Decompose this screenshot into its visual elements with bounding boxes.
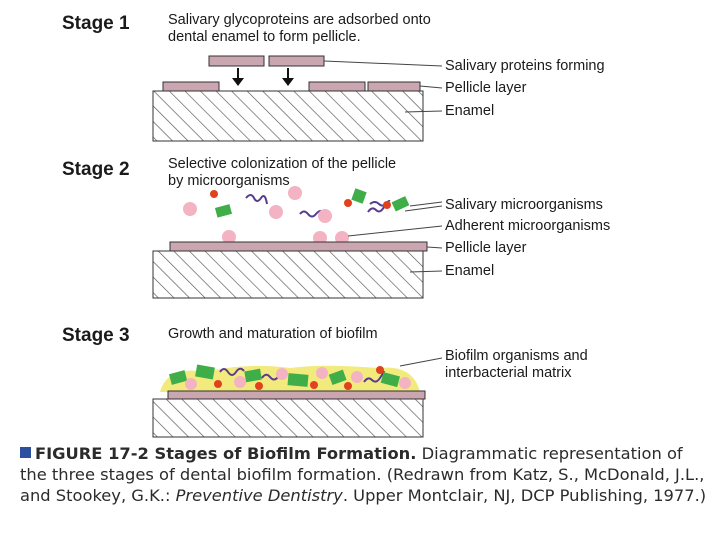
- stage1-title: Stage 1: [62, 13, 130, 34]
- stage3-organism-red: [214, 380, 222, 388]
- stage2-label-pellicle: Pellicle layer: [445, 240, 527, 256]
- stage1-down-arrow-left-icon: [232, 68, 244, 86]
- stage2-bacterium-pink: [269, 205, 283, 219]
- stage3-organism-red: [255, 382, 263, 390]
- stage3-leader-biofilm: [399, 357, 443, 367]
- stage3-label-biofilm: Biofilm organisms and interbacterial mat…: [445, 348, 588, 382]
- caption-book-title: Preventive Dentistry: [175, 486, 343, 505]
- stage2-spirochete-purple: [245, 194, 268, 205]
- stage1-down-arrow-right-icon: [282, 68, 294, 86]
- stage2-leader-salivary-2: [404, 205, 443, 212]
- stage3-organism-green: [195, 364, 215, 380]
- stage3-organism-red: [344, 382, 352, 390]
- stage3-organism-pink: [185, 378, 197, 390]
- stage3-organism-green: [244, 368, 262, 383]
- stage2-leader-pellicle: [426, 246, 443, 249]
- stage1-leader-enamel: [404, 110, 443, 113]
- stage2-label-adherent-microorganisms: Adherent microorganisms: [445, 218, 611, 234]
- stage2-label-salivary-microorganisms: Salivary microorganisms: [445, 197, 603, 213]
- stage3-organism-pink: [316, 367, 328, 379]
- stage2-pellicle-layer: [169, 241, 428, 252]
- stage2-desc-line1: Selective colonization of the pellicle: [168, 156, 397, 172]
- figure-label: FIGURE 17-2 Stages of Biofilm Formation.: [35, 444, 417, 463]
- stage3-organism-green: [287, 373, 309, 387]
- stage2-bacterium-red: [344, 199, 352, 207]
- stage3-organism-green: [168, 370, 188, 385]
- stage3-organism-red: [310, 381, 318, 389]
- stage1-enamel: [152, 90, 424, 142]
- stage1-protein-block-left: [208, 55, 265, 67]
- stage1-label-enamel: Enamel: [445, 103, 495, 119]
- stage2-bacterium-green: [391, 196, 410, 212]
- stage1-pellicle-segment-1: [162, 81, 220, 92]
- stage2-bacterium-pink: [288, 186, 302, 200]
- stage2-adherent-bacterium: [222, 230, 236, 244]
- figure-caption: FIGURE 17-2 Stages of Biofilm Formation.…: [20, 443, 710, 506]
- stage2-bacterium-green: [214, 204, 233, 218]
- stage1-leader-proteins: [323, 60, 443, 67]
- stage2-bacterium-pink: [183, 202, 197, 216]
- stage1-pellicle-segment-2: [308, 81, 366, 92]
- stage1-diagram: [152, 55, 443, 142]
- stage3-organism-pink: [234, 376, 246, 388]
- stage3-label-line2: interbacterial matrix: [445, 365, 572, 381]
- stage3-description: Growth and maturation of biofilm: [168, 326, 378, 343]
- stage1-label-salivary-proteins: Salivary proteins forming: [445, 58, 605, 74]
- stage1-desc-line2: dental enamel to form pellicle.: [168, 29, 361, 45]
- stage2-title: Stage 2: [62, 159, 130, 180]
- biofilm-diagram: [152, 55, 443, 438]
- stage2-label-enamel: Enamel: [445, 263, 495, 279]
- caption-square-icon: [20, 447, 31, 458]
- stage3-pellicle-layer: [167, 390, 426, 400]
- stage3-organism-pink: [399, 377, 411, 389]
- stage2-bacterium-red: [383, 201, 391, 209]
- stage3-title: Stage 3: [62, 325, 130, 346]
- stage2-description: Selective colonization of the pellicle b…: [168, 156, 396, 190]
- stage1-leader-pellicle: [419, 85, 443, 89]
- stage3-label-line1: Biofilm organisms and: [445, 348, 588, 364]
- stage2-enamel: [152, 250, 424, 299]
- stage2-spirochete-purple: [299, 209, 325, 218]
- stage3-organism-pink: [276, 368, 288, 380]
- stage3-spirochete-purple: [219, 367, 245, 376]
- stage3-organism-green: [328, 369, 347, 386]
- stage1-protein-block-right: [268, 55, 325, 67]
- caption-text-before: Diagrammatic representation of the three…: [20, 444, 705, 505]
- stage3-spirochete-purple: [363, 370, 385, 383]
- stage3-desc-line1: Growth and maturation of biofilm: [168, 326, 378, 342]
- stage2-desc-line2: by microorganisms: [168, 173, 290, 189]
- caption-text-after: . Upper Montclair, NJ, DCP Publishing, 1…: [342, 486, 707, 505]
- stage2-leader-enamel: [409, 270, 443, 273]
- stage2-bacterium-green: [351, 188, 367, 204]
- stage3-diagram: [152, 357, 443, 438]
- stage2-diagram: [152, 186, 443, 299]
- stage3-organism-red: [376, 366, 384, 374]
- stage3-organism-green: [380, 372, 400, 388]
- stage2-bacterium-pink: [318, 209, 332, 223]
- stage2-leader-adherent: [347, 225, 443, 237]
- stage3-enamel: [152, 398, 424, 438]
- stage2-bacterium-red: [210, 190, 218, 198]
- stage1-label-pellicle: Pellicle layer: [445, 80, 527, 96]
- stage3-organism-pink: [351, 371, 363, 383]
- stage2-leader-salivary-1: [409, 201, 443, 207]
- stage1-description: Salivary glycoproteins are adsorbed onto…: [168, 12, 431, 46]
- stage1-desc-line1: Salivary glycoproteins are adsorbed onto: [168, 12, 431, 28]
- stage1-pellicle-segment-3: [367, 81, 421, 92]
